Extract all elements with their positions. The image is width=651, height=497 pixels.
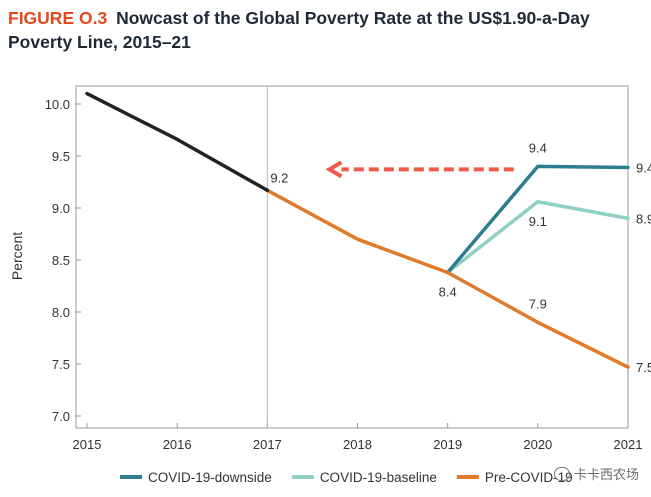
y-tick-label: 7.0 <box>52 409 70 424</box>
series-line-covid-19-baseline <box>445 200 630 275</box>
x-tick-label: 2019 <box>433 437 462 452</box>
x-tick-label: 2021 <box>614 437 643 452</box>
x-tick-label: 2017 <box>253 437 282 452</box>
data-label: 7.5 <box>636 360 651 375</box>
data-label: 9.2 <box>270 170 288 185</box>
watermark-text: 卡卡西农场 <box>573 467 639 482</box>
title-text: Nowcast of the Global Poverty Rate at th… <box>8 8 590 52</box>
data-label: 8.4 <box>439 284 457 299</box>
plot-frame <box>75 85 629 429</box>
series-line-covid-19-downside <box>445 164 630 275</box>
x-tick-label: 2020 <box>523 437 552 452</box>
legend-label-covid-19-baseline: COVID-19-baseline <box>320 470 437 485</box>
y-tick-label: 9.0 <box>52 201 70 216</box>
figure-label: FIGURE O.3 <box>8 8 108 28</box>
data-label: 7.9 <box>529 296 547 311</box>
annotation-arrow-head <box>325 160 343 179</box>
y-tick-label: 9.5 <box>52 149 70 164</box>
series-line-pre-covid-19 <box>265 188 630 369</box>
watermark: 卡卡西农场 <box>553 464 639 483</box>
y-tick-label: 8.5 <box>52 253 70 268</box>
chart-title: FIGURE O.3 Nowcast of the Global Poverty… <box>8 6 648 54</box>
y-tick-label: 7.5 <box>52 357 70 372</box>
x-tick-label: 2016 <box>163 437 192 452</box>
x-tick-label: 2018 <box>343 437 372 452</box>
legend-label-covid-19-downside: COVID-19-downside <box>148 470 272 485</box>
legend-label-pre-covid-19: Pre-COVID-19 <box>485 470 573 485</box>
data-label: 9.1 <box>529 214 547 229</box>
data-label: 9.4 <box>636 160 651 175</box>
wechat-icon <box>553 466 570 481</box>
data-label: 8.9 <box>636 211 651 226</box>
series-line-historical <box>85 91 270 193</box>
y-tick-label: 10.0 <box>45 97 70 112</box>
data-label: 9.4 <box>529 140 547 155</box>
y-axis-label: Percent <box>9 232 25 280</box>
y-tick-label: 8.0 <box>52 305 70 320</box>
x-tick-label: 2015 <box>73 437 102 452</box>
